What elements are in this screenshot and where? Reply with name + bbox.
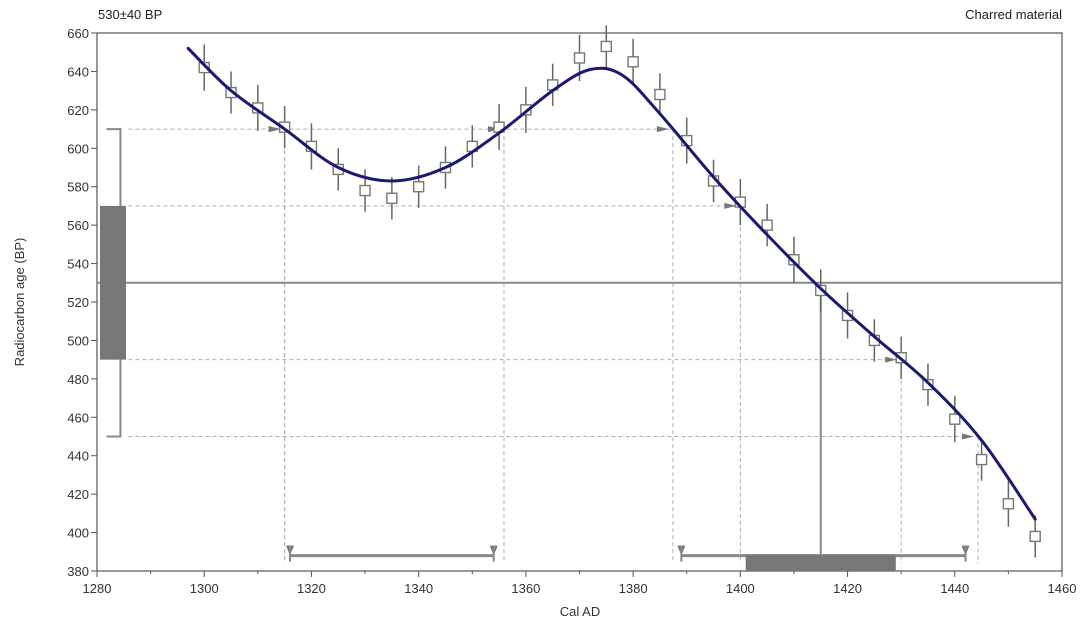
data-point xyxy=(1029,530,1041,543)
y-tick-label-580: 580 xyxy=(67,180,89,195)
y-tick-label-420: 420 xyxy=(67,487,89,502)
x-tick-label-1380: 1380 xyxy=(619,581,648,596)
x-tick-label-1460: 1460 xyxy=(1048,581,1077,596)
x-tick-label-1420: 1420 xyxy=(833,581,862,596)
range-markers xyxy=(286,545,970,571)
data-point xyxy=(573,52,586,64)
y-tick-label-380: 380 xyxy=(67,564,89,579)
intersect-arrow-610-3 xyxy=(656,126,669,133)
data-point xyxy=(788,254,800,266)
sigma1-box xyxy=(100,205,126,360)
x-tick-label-1280: 1280 xyxy=(83,581,112,596)
intersect-arrow-610-1 xyxy=(268,126,281,133)
plot-area xyxy=(96,32,1063,572)
x-tick-label-1440: 1440 xyxy=(940,581,969,596)
y-tick-label-640: 640 xyxy=(67,64,89,79)
data-point xyxy=(600,40,613,53)
data-point xyxy=(198,61,210,74)
y-tick-label-620: 620 xyxy=(67,103,89,118)
y-tick-label-460: 460 xyxy=(67,410,89,425)
material-label: Charred material xyxy=(965,7,1062,22)
data-point xyxy=(761,219,773,231)
y-tick-label-480: 480 xyxy=(67,372,89,387)
x-axis-title: Cal AD xyxy=(560,604,600,619)
plot-frame xyxy=(96,32,1063,572)
calibration-curve xyxy=(186,46,1037,521)
y-tick-label-520: 520 xyxy=(67,295,89,310)
y-axis-title: Radiocarbon age (BP) xyxy=(12,238,27,367)
x-tick-label-1360: 1360 xyxy=(511,581,540,596)
data-point xyxy=(412,181,425,193)
y-tick-label-500: 500 xyxy=(67,333,89,348)
data-point xyxy=(386,192,398,204)
intersect-arrow-450-0 xyxy=(962,433,975,440)
data-points xyxy=(198,25,1041,558)
data-point xyxy=(654,88,666,101)
sample-age-label: 530±40 BP xyxy=(98,7,162,22)
reference-lines xyxy=(97,126,1062,571)
y-axis: 380 400 420 440 460 480 500 520 540 560 580 600 620 6… xyxy=(67,26,97,579)
x-axis: 1280 1300 1320 1340 1360 1380 1400 1420 1440 1460 xyxy=(83,571,1077,596)
x-tick-label-1320: 1320 xyxy=(297,581,326,596)
data-point xyxy=(975,453,988,466)
x-tick-label-1400: 1400 xyxy=(726,581,755,596)
y-tick-label-540: 540 xyxy=(67,257,89,272)
y-tick-label-600: 600 xyxy=(67,141,89,156)
x-tick-label-1340: 1340 xyxy=(404,581,433,596)
x-tick-label-1300: 1300 xyxy=(190,581,219,596)
y-tick-label-560: 560 xyxy=(67,218,89,233)
data-point xyxy=(1002,498,1015,510)
y-tick-label-440: 440 xyxy=(67,449,89,464)
range-1sigma-0 xyxy=(745,554,896,571)
data-point xyxy=(627,56,639,68)
calibration-curve-line xyxy=(186,46,1037,521)
y-tick-label-400: 400 xyxy=(67,526,89,541)
data-point xyxy=(359,184,371,197)
y-tick-label-660: 660 xyxy=(67,26,89,41)
intersect-arrow-490-0 xyxy=(885,356,898,363)
intersect-arrow-570-0 xyxy=(724,202,737,209)
data-point xyxy=(949,413,961,425)
